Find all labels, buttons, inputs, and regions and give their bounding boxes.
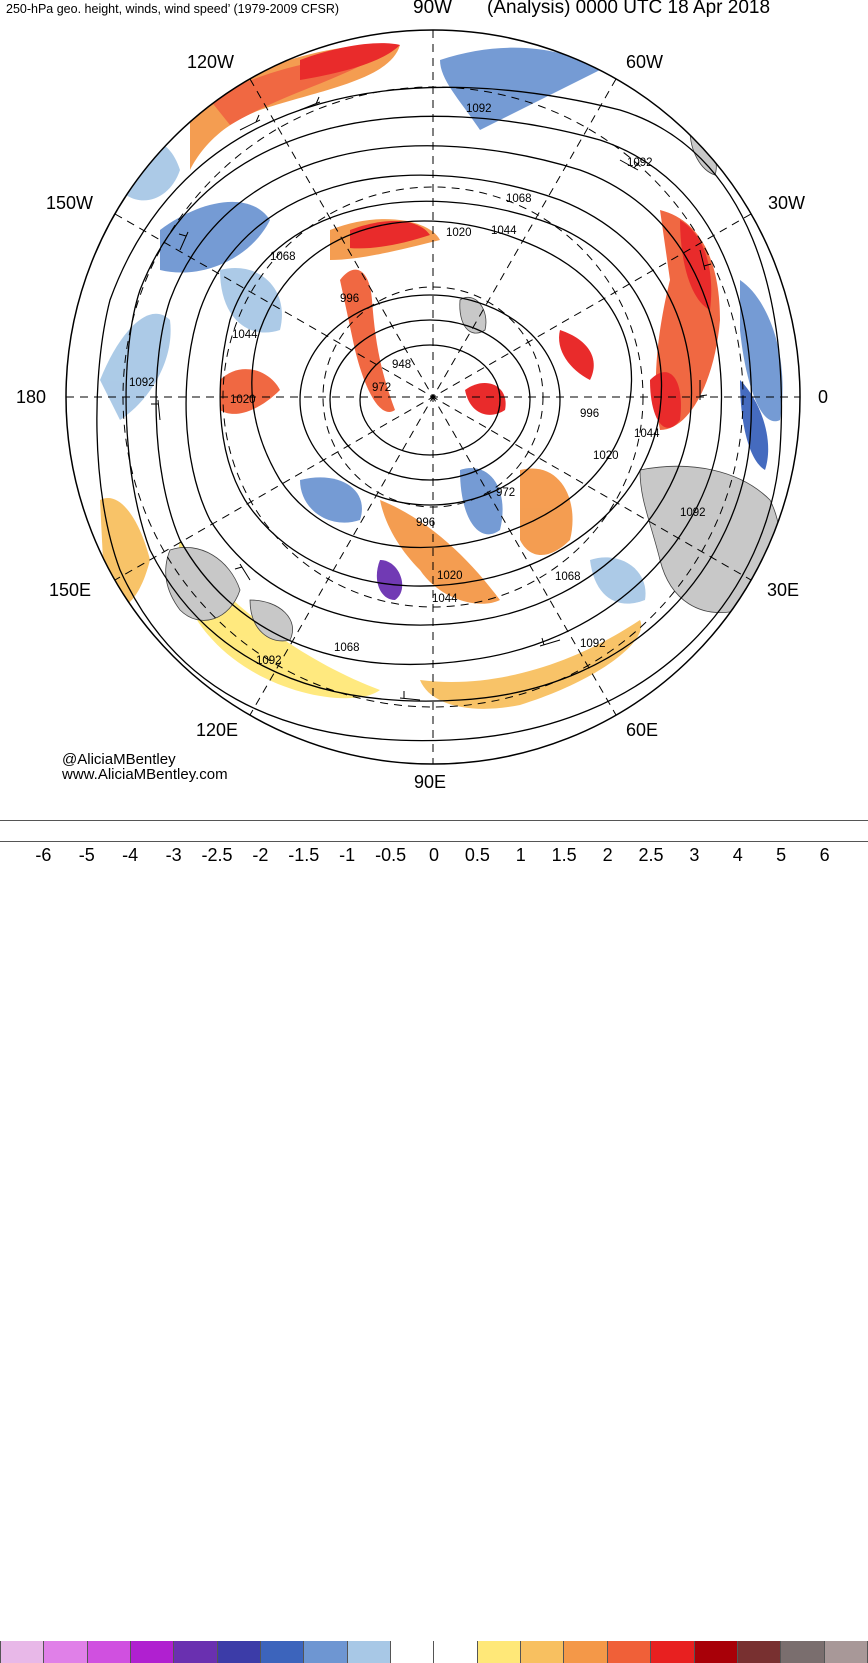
valid-time: (Analysis) 0000 UTC 18 Apr 2018 (487, 0, 771, 18)
colorbar-tick-label: -5 (78, 845, 95, 865)
author-website: www.AliciaMBentley.com (62, 766, 228, 783)
longitude-label-150e: 150E (49, 580, 92, 600)
contour-label: 1068 (270, 251, 296, 263)
colorbar-cell (737, 1641, 782, 1663)
contour-label: 1068 (555, 571, 581, 583)
colorbar-tick-label: -1.5 (288, 845, 320, 865)
contour-label: 996 (340, 293, 359, 305)
colorbar-tick-label: 5 (776, 845, 787, 865)
colorbar-cell (434, 1641, 478, 1663)
colorbar (0, 820, 868, 1663)
longitude-label-60w: 60W (626, 52, 664, 72)
longitude-label-30w: 30W (768, 193, 806, 213)
colorbar-cell (694, 1641, 738, 1663)
longitude-label-120e: 120E (196, 720, 239, 740)
colorbar-tick-label: -3 (165, 845, 182, 865)
map-title: 250-hPa geo. height, winds, wind speed’ … (6, 2, 340, 16)
contour-label: 1092 (627, 157, 653, 169)
land-masses (165, 129, 781, 642)
contour-label: 1092 (129, 377, 155, 389)
contour-label: 1092 (256, 655, 282, 667)
contour-label: 1020 (593, 450, 619, 462)
longitude-label-60e: 60E (626, 720, 659, 740)
colorbar-cell (521, 1641, 565, 1663)
longitude-label-150w: 150W (46, 193, 94, 213)
colorbar-tick-label: -6 (35, 845, 52, 865)
contour-label: 1092 (680, 507, 706, 519)
height-contours (96, 86, 783, 742)
colorbar-cell (131, 1641, 175, 1663)
colorbar-cell (347, 1641, 392, 1663)
contour-label: 1044 (432, 593, 458, 605)
author-handle: @AliciaMBentley (62, 751, 176, 768)
colorbar-tick-label: 4 (732, 845, 743, 865)
longitude-label-30e: 30E (767, 580, 800, 600)
colorbar-tick-label: 0.5 (464, 845, 490, 865)
contour-label: 1092 (466, 103, 492, 115)
contour-label: 972 (372, 382, 391, 394)
longitude-label-90e: 90E (414, 772, 447, 792)
colorbar-cell (304, 1641, 348, 1663)
contour-label: 1092 (580, 638, 606, 650)
contour-label: 1020 (446, 227, 472, 239)
colorbar-tick-label: -0.5 (375, 845, 407, 865)
wind-barbs (151, 96, 712, 701)
colorbar-cell (0, 1641, 45, 1663)
colorbar-cell (564, 1641, 608, 1663)
colorbar-cell (391, 1641, 435, 1663)
contour-label: 1044 (634, 428, 660, 440)
colorbar-tick-label: 2.5 (638, 845, 664, 865)
contour-label-group: 1092 1092 1068 1044 1020 1068 996 1044 9… (129, 103, 706, 667)
contour-label: 1068 (334, 642, 360, 654)
contour-label: 1044 (491, 225, 517, 237)
contour-label: 948 (392, 359, 411, 371)
colorbar-tick-label: 6 (819, 845, 830, 865)
colorbar-tick-label: 1.5 (551, 845, 577, 865)
colorbar-tick-label: -4 (122, 845, 139, 865)
colorbar-tick-label: -1 (339, 845, 356, 865)
colorbar-cell (477, 1641, 522, 1663)
top-longitude-label: 90W (413, 0, 453, 18)
colorbar-cell (217, 1641, 262, 1663)
colorbar-tick-label: 2 (602, 845, 613, 865)
colorbar-cell (824, 1641, 868, 1663)
colorbar-cell (781, 1641, 825, 1663)
contour-label: 972 (496, 487, 515, 499)
colorbar-tick-label: -2.5 (201, 845, 233, 865)
colorbar-tick-label: 1 (515, 845, 526, 865)
colorbar-cell (87, 1641, 132, 1663)
contour-label: 1020 (437, 570, 463, 582)
colorbar-cell (44, 1641, 88, 1663)
graticule (66, 30, 800, 764)
map-boundary (65, 29, 801, 765)
longitude-label-120w: 120W (187, 52, 235, 72)
colorbar-tick-label: 3 (689, 845, 700, 865)
colorbar-cell (651, 1641, 695, 1663)
longitude-label-180: 180 (16, 387, 47, 407)
colorbar-cell (261, 1641, 305, 1663)
contour-label: 1020 (230, 394, 256, 406)
colorbar-tick-label: -2 (252, 845, 269, 865)
contour-label: 1068 (506, 193, 532, 205)
polar-map: 1092 1092 1068 1044 1020 1068 996 1044 9… (65, 29, 801, 765)
colorbar-cell (174, 1641, 218, 1663)
colorbar-cell (607, 1641, 652, 1663)
contour-label: 996 (580, 408, 599, 420)
contour-label: 1044 (232, 329, 258, 341)
longitude-label-0: 0 (818, 387, 829, 407)
colorbar-tick-label: 0 (428, 845, 440, 865)
contour-label: 996 (416, 517, 435, 529)
